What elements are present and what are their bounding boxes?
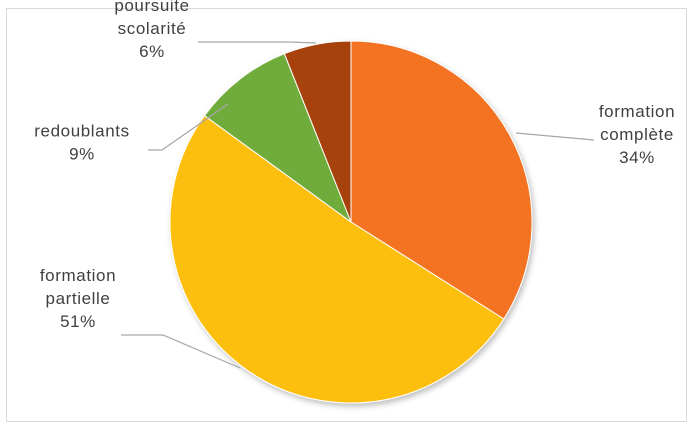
slice-name-2: formation [40, 266, 116, 285]
slice-label-4: poursuite scolarité 6% [114, 0, 189, 61]
slice-name-2: partielle [46, 289, 111, 308]
leader-line-4 [198, 41, 317, 44]
leader-line-1 [515, 132, 595, 141]
pie-slice-1 [350, 40, 533, 320]
slice-percent-1: 34% [619, 148, 655, 167]
pie-slice-3 [203, 53, 353, 224]
slice-percent-4: 6% [139, 42, 165, 61]
pie-slice-4 [283, 40, 352, 223]
slice-name-4: scolarité [118, 19, 187, 38]
slice-name-3: redoublants [34, 122, 129, 141]
slice-percent-3: 9% [69, 145, 95, 164]
slice-percent-2: 51% [60, 312, 96, 331]
leader-line-3 [148, 103, 229, 151]
slice-label-1: formation complète 34% [599, 102, 675, 167]
slice-name-1: formation [599, 102, 675, 121]
slice-label-3: redoublants 9% [34, 122, 129, 164]
slice-name-4: poursuite [114, 0, 189, 15]
leader-line-2 [121, 334, 241, 369]
slice-name-1: complète [600, 125, 674, 144]
pie-slice-2 [169, 114, 505, 404]
slice-label-2: formation partielle 51% [40, 266, 116, 331]
